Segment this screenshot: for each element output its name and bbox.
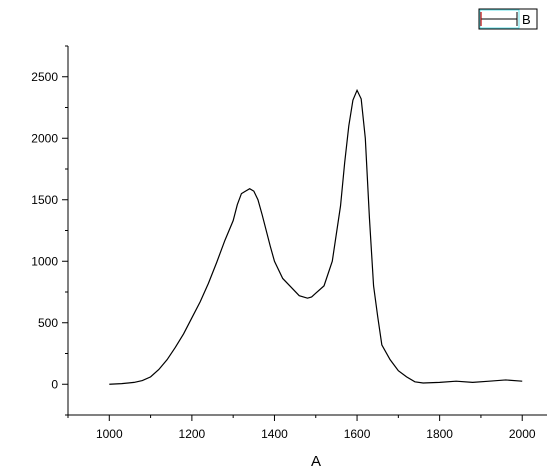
y-tick-label: 1500	[31, 193, 58, 207]
legend-swatch-highlight	[479, 9, 520, 29]
x-tick-label: 1400	[261, 427, 288, 441]
x-tick-label: 1600	[344, 427, 371, 441]
y-ticks: 0 500 1000 1500 2000 2500	[31, 45, 68, 416]
x-tick-label: 2000	[509, 427, 536, 441]
y-tick-label: 0	[51, 377, 58, 391]
series-b-line	[109, 88, 523, 385]
y-tick-label: 2000	[31, 131, 58, 145]
x-tick-label: 1200	[179, 427, 206, 441]
legend[interactable]: B	[478, 8, 538, 30]
legend-label-b: B	[522, 12, 531, 27]
y-tick-label: 2500	[31, 70, 58, 84]
y-tick-label: 500	[38, 316, 58, 330]
x-ticks: 1000 1200 1400 1600 1800 2000	[67, 415, 536, 441]
x-tick-label: 1000	[96, 427, 123, 441]
y-tick-label: 1000	[31, 254, 58, 268]
x-tick-label: 1800	[426, 427, 453, 441]
x-axis-title: A	[311, 453, 321, 470]
